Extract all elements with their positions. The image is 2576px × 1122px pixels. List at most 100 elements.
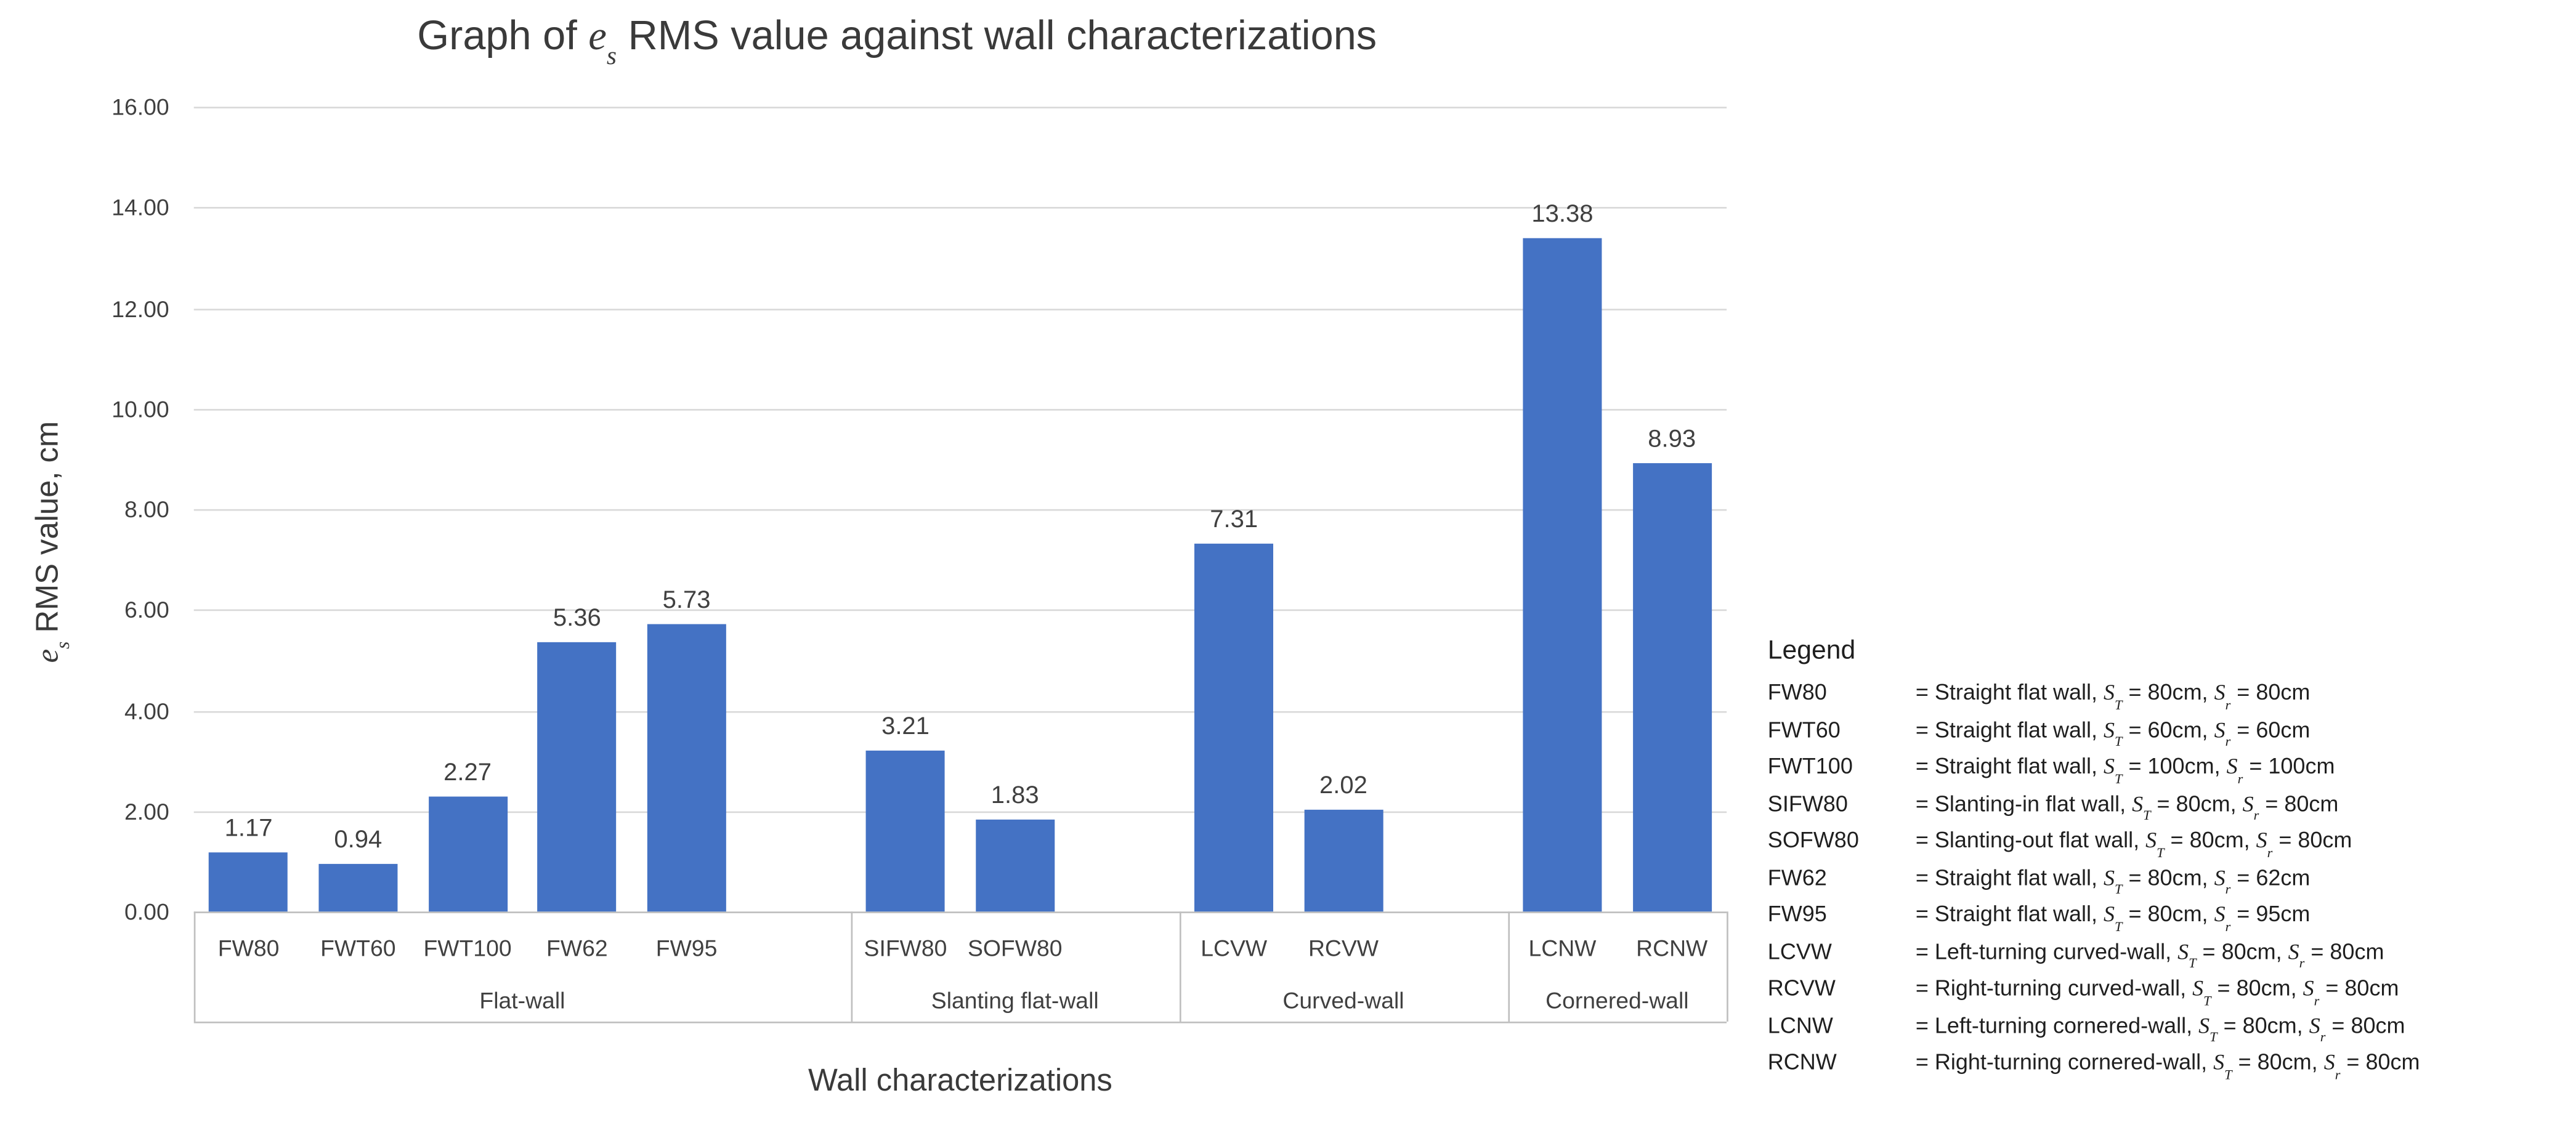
gridline	[193, 207, 1727, 209]
category-tick-label: FWT100	[423, 934, 512, 961]
legend-key: LCNW	[1767, 1012, 1833, 1038]
bar	[1523, 238, 1602, 912]
gridline	[193, 408, 1727, 411]
legend-definition: = Straight flat wall, ST = 80cm, Sr = 62…	[1915, 865, 2311, 897]
category-group-divider	[1507, 911, 1510, 1022]
bar-value-label: 2.27	[444, 759, 492, 788]
bar	[1194, 544, 1274, 912]
category-group-divider	[1727, 911, 1728, 1022]
category-group-divider	[851, 911, 853, 1022]
legend-definition: = Left-turning curved-wall, ST = 80cm, S…	[1915, 938, 2384, 971]
gridline	[193, 107, 1727, 109]
category-group-label: Cornered-wall	[1545, 987, 1689, 1014]
s-symbol: ST	[2104, 680, 2123, 712]
bar	[318, 864, 398, 912]
y-tick-label: 14.00	[111, 194, 169, 221]
s-symbol: Sr	[2214, 717, 2231, 749]
legend-definition: = Slanting-out flat wall, ST = 80cm, Sr …	[1915, 828, 2352, 860]
s-symbol: Sr	[2214, 902, 2231, 934]
legend-definition: = Slanting-in flat wall, ST = 80cm, Sr =…	[1915, 791, 2339, 823]
s-symbol: ST	[2132, 791, 2151, 823]
bar	[1632, 462, 1712, 912]
legend-key: FW62	[1767, 865, 1827, 890]
x-axis-line	[193, 911, 1727, 913]
category-tick-label: SIFW80	[864, 934, 947, 961]
s-symbol: Sr	[2256, 828, 2273, 860]
s-symbol: ST	[2198, 1012, 2218, 1045]
s-symbol: ST	[2104, 865, 2123, 897]
legend-key: FW80	[1767, 680, 1827, 705]
bar-value-label: 13.38	[1531, 201, 1594, 229]
y-tick-label: 0.00	[124, 898, 169, 925]
bar-value-label: 0.94	[334, 826, 383, 855]
legend-definition: = Right-turning cornered-wall, ST = 80cm…	[1915, 1049, 2420, 1082]
s-symbol: ST	[2177, 938, 2197, 971]
y-tick-label: 8.00	[124, 496, 169, 523]
legend-key: FWT100	[1767, 754, 1853, 779]
s-symbol: Sr	[2288, 938, 2305, 971]
y-tick-label: 2.00	[124, 797, 169, 825]
s-symbol: Sr	[2303, 975, 2320, 1008]
es-symbol: es	[588, 15, 617, 71]
s-symbol: ST	[2104, 717, 2123, 749]
legend-key: FWT60	[1767, 717, 1841, 742]
bar-value-label: 8.93	[1648, 424, 1696, 453]
bar	[1304, 810, 1383, 912]
x-axis-title: Wall characterizations	[808, 1064, 1112, 1099]
bar-value-label: 3.21	[881, 712, 930, 741]
category-group-label: Flat-wall	[479, 987, 565, 1014]
category-tick-label: FWT60	[320, 934, 396, 961]
s-symbol: Sr	[2323, 1049, 2341, 1082]
bar	[209, 852, 288, 912]
gridline	[193, 810, 1727, 813]
s-symbol: Sr	[2309, 1012, 2326, 1045]
bar-value-label: 1.17	[224, 815, 273, 843]
bar	[647, 623, 726, 912]
s-symbol: Sr	[2214, 680, 2231, 712]
s-symbol: Sr	[2226, 754, 2243, 786]
bar	[428, 797, 508, 912]
category-tick-label: FW80	[217, 934, 280, 961]
legend-definition: = Straight flat wall, ST = 100cm, Sr = 1…	[1915, 754, 2335, 786]
y-tick-label: 6.00	[124, 596, 169, 623]
legend-definition: = Right-turning curved-wall, ST = 80cm, …	[1915, 975, 2399, 1008]
bar-value-label: 2.02	[1319, 772, 1367, 801]
y-tick-label: 10.00	[111, 395, 169, 422]
chart-title-prefix: Graph of	[417, 13, 589, 60]
category-tick-label: FW62	[546, 934, 608, 961]
bar-value-label: 7.31	[1210, 506, 1258, 535]
category-group-divider	[1179, 911, 1181, 1022]
category-tick-label: RCNW	[1636, 934, 1708, 961]
category-box-left-edge	[193, 911, 196, 1022]
s-symbol: ST	[2104, 754, 2123, 786]
bar-value-label: 5.73	[662, 585, 711, 614]
category-tick-label: RCVW	[1308, 934, 1379, 961]
y-tick-label: 12.00	[111, 294, 169, 321]
gridline	[193, 308, 1727, 310]
s-symbol: Sr	[2214, 865, 2231, 897]
s-symbol: ST	[2192, 975, 2211, 1008]
chart-title: Graph of es RMS value against wall chara…	[0, 13, 1794, 71]
s-symbol: ST	[2145, 828, 2165, 860]
legend-title: Legend	[1767, 637, 1856, 666]
legend-definition: = Straight flat wall, ST = 80cm, Sr = 95…	[1915, 902, 2311, 934]
legend-key: SOFW80	[1767, 828, 1859, 853]
category-tick-label: LCNW	[1528, 934, 1597, 961]
legend-definition: = Left-turning cornered-wall, ST = 80cm,…	[1915, 1012, 2405, 1045]
gridline	[193, 610, 1727, 611]
legend-key: RCNW	[1767, 1049, 1837, 1075]
s-symbol: ST	[2104, 902, 2123, 934]
legend-key: SIFW80	[1767, 791, 1848, 816]
bar-value-label: 5.36	[553, 604, 601, 632]
category-group-label: Slanting flat-wall	[931, 987, 1099, 1014]
legend-key: LCVW	[1767, 938, 1832, 964]
bar-value-label: 1.83	[990, 781, 1039, 810]
category-tick-label: SOFW80	[967, 934, 1063, 961]
category-tick-label: FW95	[655, 934, 718, 961]
gridline	[193, 710, 1727, 712]
bar	[866, 750, 946, 912]
category-tick-label: LCVW	[1201, 934, 1268, 961]
y-axis-title: es RMS value, cm	[31, 421, 75, 663]
